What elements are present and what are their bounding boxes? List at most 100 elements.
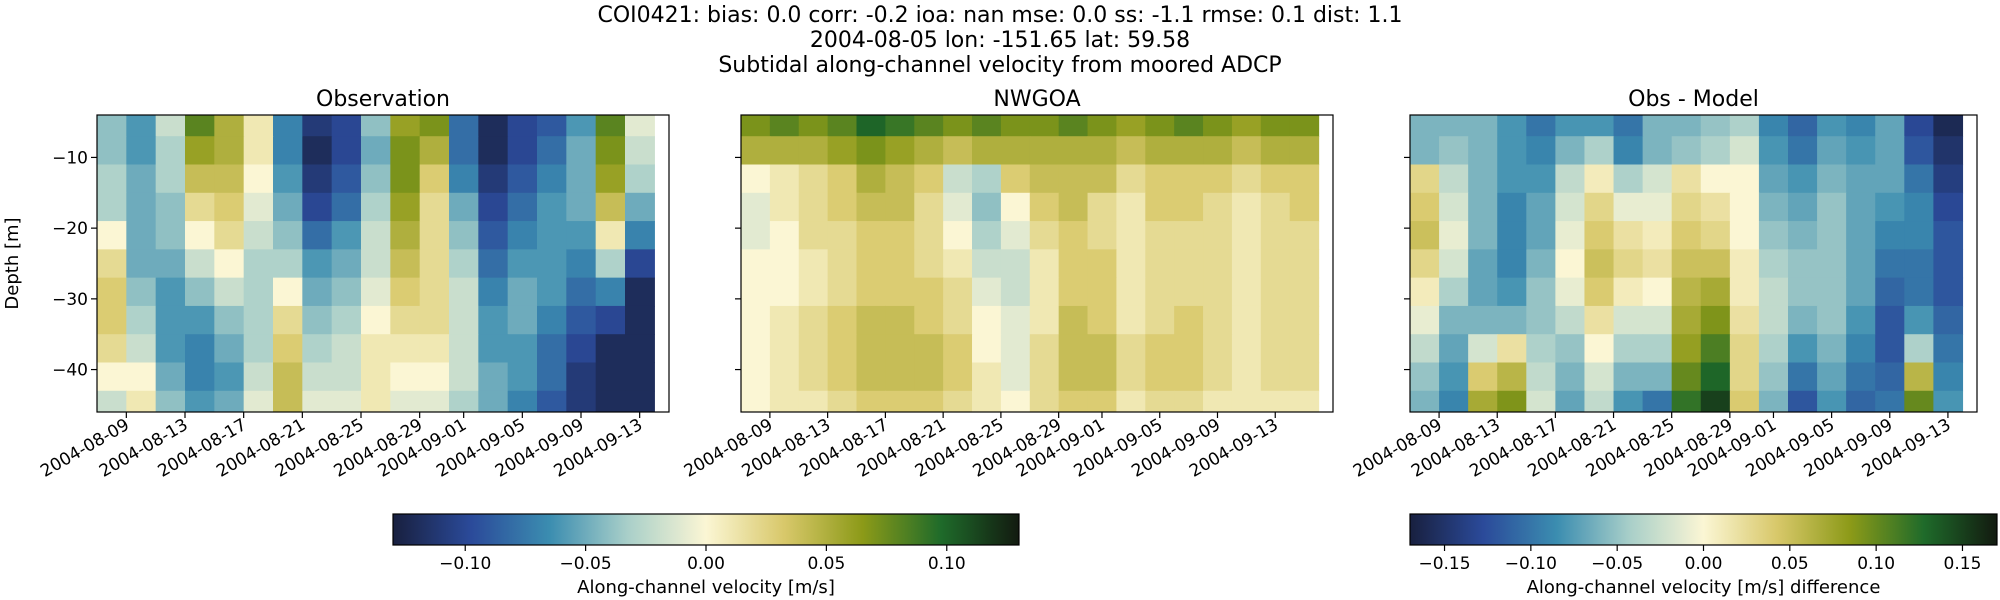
heatmap-cell xyxy=(972,164,1002,194)
heatmap-cell xyxy=(155,305,186,335)
heatmap-cell xyxy=(1145,115,1175,137)
heatmap-cell xyxy=(1584,136,1615,166)
heatmap-cell xyxy=(1468,164,1498,194)
heatmap-cell xyxy=(478,249,509,279)
heatmap-cell xyxy=(419,305,450,335)
heatmap-cell xyxy=(1145,249,1175,279)
heatmap-cell xyxy=(856,362,886,392)
heatmap-cell xyxy=(1174,334,1204,364)
heatmap-cell xyxy=(1260,362,1291,392)
heatmap-cell xyxy=(769,305,800,335)
heatmap-cell xyxy=(798,362,829,392)
panel-model: NWGOA2004-08-092004-08-132004-08-172004-… xyxy=(681,87,1334,482)
heatmap-cell xyxy=(972,192,1002,222)
colorbar-2: −0.15 −0.10 −0.05 0.00 0.05 0.10 0.15 Along-cha… xyxy=(1409,513,1998,598)
heatmap-cell xyxy=(185,390,215,412)
heatmap-cell xyxy=(1231,305,1262,335)
heatmap-cell xyxy=(507,192,538,222)
heatmap-cell xyxy=(1671,115,1702,137)
heatmap-cell xyxy=(1613,249,1644,279)
heatmap-cell xyxy=(1788,221,1818,250)
heatmap-cell xyxy=(1671,192,1702,222)
heatmap-cell xyxy=(1642,136,1673,166)
title-line-1: COI0421: bias: 0.0 corr: -0.2 ioa: nan m… xyxy=(597,3,1402,28)
heatmap-cell xyxy=(972,390,1002,412)
heatmap-cell xyxy=(798,277,829,307)
heatmap-cell xyxy=(885,164,915,194)
heatmap-cell xyxy=(126,164,157,194)
heatmap-cell xyxy=(798,305,829,335)
heatmap-cell xyxy=(126,221,157,250)
heatmap-cell xyxy=(1817,164,1847,194)
heatmap-cell xyxy=(390,115,421,137)
heatmap-cell xyxy=(302,277,333,307)
heatmap-cell xyxy=(595,249,626,279)
colorbar-label: Along-channel velocity [m/s] difference xyxy=(1527,577,1881,598)
heatmap-cell xyxy=(331,164,362,194)
heatmap-cell xyxy=(1087,249,1118,279)
heatmap-cell xyxy=(1671,305,1702,335)
heatmap-cell xyxy=(1875,334,1905,364)
heatmap-cell xyxy=(1758,305,1789,335)
heatmap-cell xyxy=(1788,136,1818,166)
heatmap-cell xyxy=(302,221,333,250)
heatmap-cell xyxy=(390,192,421,222)
heatmap-cell xyxy=(1058,115,1089,137)
heatmap-cell xyxy=(449,221,479,250)
heatmap-cell xyxy=(1203,277,1233,307)
heatmap-cell xyxy=(769,277,800,307)
heatmap-cell xyxy=(914,221,944,250)
heatmap-cell xyxy=(507,277,538,307)
heatmap-cell xyxy=(1116,277,1146,307)
heatmap-cell xyxy=(1145,221,1175,250)
heatmap-cell xyxy=(1584,362,1615,392)
heatmap-cell xyxy=(1029,334,1060,364)
heatmap-cell xyxy=(625,164,655,194)
heatmap-cell xyxy=(566,362,597,392)
heatmap-cell xyxy=(273,136,303,166)
heatmap-cell xyxy=(1875,390,1905,412)
heatmap-cell xyxy=(1410,277,1440,307)
heatmap-cell xyxy=(1087,221,1118,250)
heatmap-cell xyxy=(943,136,973,166)
heatmap-cell xyxy=(1700,334,1731,364)
heatmap-cell xyxy=(1526,221,1556,250)
heatmap-cell xyxy=(1468,334,1498,364)
heatmap-cell xyxy=(798,221,829,250)
heatmap-cell xyxy=(1000,249,1031,279)
heatmap-cells xyxy=(741,115,1320,412)
heatmap-cell xyxy=(1846,192,1876,222)
colorbar-tick-label: −0.15 xyxy=(1418,554,1470,574)
heatmap-cell xyxy=(856,390,886,412)
heatmap-cell xyxy=(972,115,1002,137)
heatmap-cell xyxy=(1671,390,1702,412)
heatmap-cell xyxy=(769,192,800,222)
heatmap-cell xyxy=(1526,305,1556,335)
heatmap-cell xyxy=(97,277,127,307)
heatmap-cell xyxy=(943,221,973,250)
heatmap-cell xyxy=(1788,277,1818,307)
heatmap-cell xyxy=(1817,277,1847,307)
heatmap-cell xyxy=(1231,192,1262,222)
heatmap-cell xyxy=(1439,362,1469,392)
heatmap-cell xyxy=(1555,221,1586,250)
heatmap-cell xyxy=(1584,334,1615,364)
colorbar-tick-label: 0.15 xyxy=(1944,554,1982,574)
heatmap-cell xyxy=(1145,136,1175,166)
heatmap-cell xyxy=(478,115,509,137)
heatmap-cell xyxy=(566,249,597,279)
heatmap-cell xyxy=(856,164,886,194)
heatmap-cell xyxy=(185,136,215,166)
heatmap-cell xyxy=(1000,221,1031,250)
heatmap-cell xyxy=(566,192,597,222)
heatmap-cell xyxy=(1526,249,1556,279)
heatmap-cell xyxy=(1087,305,1118,335)
heatmap-cell xyxy=(507,362,538,392)
heatmap-cell xyxy=(1058,305,1089,335)
heatmap-cell xyxy=(507,136,538,166)
heatmap-cell xyxy=(1000,115,1031,137)
heatmap-cell xyxy=(331,390,362,412)
heatmap-cell xyxy=(419,136,450,166)
heatmap-cell xyxy=(1613,334,1644,364)
